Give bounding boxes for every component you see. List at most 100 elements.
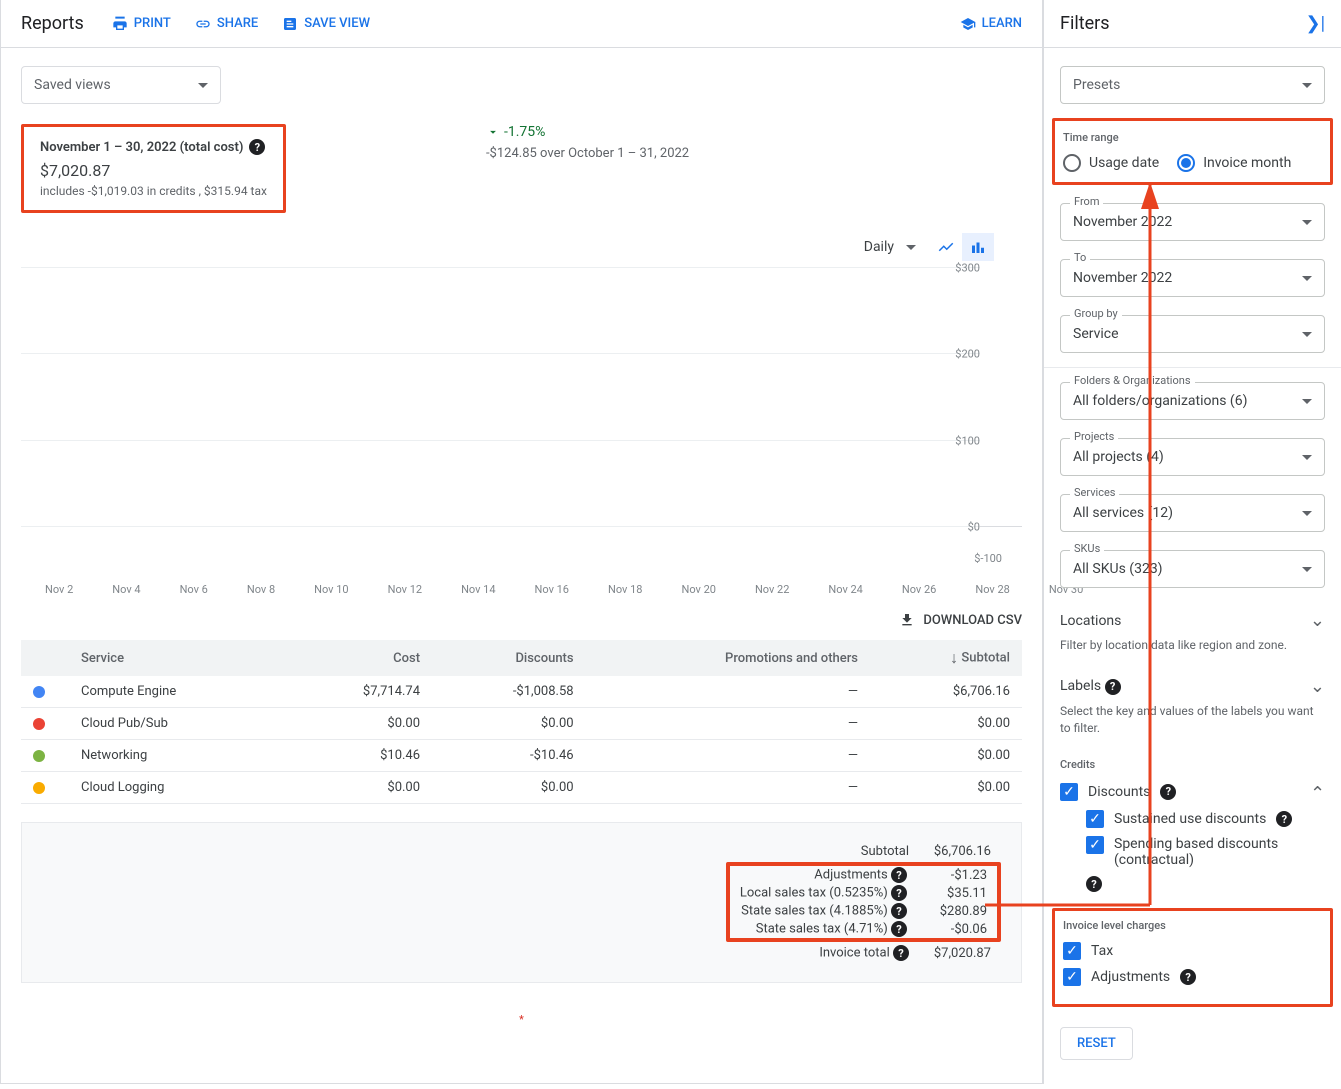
- series-dot: [33, 686, 45, 698]
- caret-down-icon: [1302, 83, 1312, 88]
- help-icon[interactable]: ?: [891, 867, 907, 883]
- granularity-label: Daily: [864, 239, 894, 255]
- invoice-charges-label: Invoice level charges: [1063, 919, 1322, 932]
- chevron-down-icon: ⌄: [1310, 676, 1325, 697]
- from-select[interactable]: November 2022: [1060, 203, 1325, 241]
- credits-label: Credits: [1060, 758, 1325, 771]
- help-icon[interactable]: ?: [1180, 969, 1196, 985]
- adjustments-checkbox[interactable]: ✓ Adjustments ?: [1063, 968, 1322, 986]
- share-button[interactable]: SHARE: [195, 16, 258, 32]
- col-cost[interactable]: Cost: [285, 640, 432, 676]
- granularity-select[interactable]: Daily: [864, 239, 916, 255]
- cell-discounts: $0.00: [432, 772, 586, 804]
- help-icon[interactable]: ?: [891, 921, 907, 937]
- x-axis-tick: Nov 8: [247, 583, 275, 596]
- sustained-use-checkbox[interactable]: ✓ Sustained use discounts ?: [1086, 810, 1325, 828]
- caret-down-icon: [1302, 332, 1312, 337]
- cost-table: Service Cost Discounts Promotions and ot…: [21, 640, 1022, 804]
- line-chart-icon: [937, 238, 955, 256]
- totals-adjustments-label: Adjustments: [814, 868, 888, 883]
- group-by-select[interactable]: Service: [1060, 315, 1325, 353]
- services-select[interactable]: All services (12): [1060, 494, 1325, 532]
- folders-select[interactable]: All folders/organizations (6): [1060, 382, 1325, 420]
- totals-subtotal-label: Subtotal: [726, 843, 919, 860]
- help-icon[interactable]: ?: [893, 945, 909, 961]
- x-axis-tick: Nov 20: [681, 583, 715, 596]
- invoice-month-radio[interactable]: Invoice month: [1177, 154, 1291, 172]
- to-select[interactable]: November 2022: [1060, 259, 1325, 297]
- cell-discounts: $0.00: [432, 708, 586, 740]
- table-row[interactable]: Compute Engine$7,714.74-$1,008.58—$6,706…: [21, 676, 1022, 708]
- save-view-button[interactable]: SAVE VIEW: [282, 16, 370, 32]
- col-service[interactable]: Service: [69, 640, 285, 676]
- learn-icon: [960, 16, 976, 32]
- spending-based-checkbox[interactable]: ✓ Spending based discounts (contractual): [1086, 836, 1325, 868]
- chevron-up-icon[interactable]: ⌄: [1310, 781, 1325, 802]
- services-label: Services: [1070, 486, 1119, 499]
- col-promotions[interactable]: Promotions and others: [586, 640, 870, 676]
- download-csv-button[interactable]: DOWNLOAD CSV: [899, 612, 1022, 628]
- presets-select[interactable]: Presets: [1060, 66, 1325, 104]
- totals-invoice-total-label: Invoice total: [819, 946, 889, 961]
- caret-down-icon: [1302, 511, 1312, 516]
- help-icon[interactable]: ?: [1160, 784, 1176, 800]
- summary-card: November 1 – 30, 2022 (total cost) ? $7,…: [21, 124, 286, 213]
- table-row[interactable]: Cloud Pub/Sub$0.00$0.00—$0.00: [21, 708, 1022, 740]
- delta-detail: -$124.85 over October 1 – 31, 2022: [486, 146, 689, 161]
- x-axis-tick: Nov 26: [902, 583, 936, 596]
- summary-delta: -1.75% -$124.85 over October 1 – 31, 202…: [486, 124, 689, 213]
- x-axis-tick: Nov 12: [388, 583, 422, 596]
- cell-service: Cloud Pub/Sub: [69, 708, 285, 740]
- usage-date-radio[interactable]: Usage date: [1063, 154, 1159, 172]
- series-dot: [33, 782, 45, 794]
- totals-state-tax2-label: State sales tax (4.71%): [756, 922, 888, 937]
- totals-local-tax-label: Local sales tax (0.5235%): [740, 886, 888, 901]
- x-axis-tick: Nov 18: [608, 583, 642, 596]
- summary-detail: includes -$1,019.03 in credits , $315.94…: [40, 184, 267, 198]
- x-axis-tick: Nov 22: [755, 583, 789, 596]
- caret-down-icon: [198, 83, 208, 88]
- bar-chart-button[interactable]: [962, 233, 994, 261]
- cell-cost: $0.00: [285, 708, 432, 740]
- locations-section[interactable]: Locations ⌄: [1060, 610, 1325, 631]
- folders-label: Folders & Organizations: [1070, 374, 1195, 387]
- print-label: PRINT: [134, 16, 171, 31]
- tax-checkbox[interactable]: ✓ Tax: [1063, 942, 1322, 960]
- table-row[interactable]: Networking$10.46-$10.46—$0.00: [21, 740, 1022, 772]
- cell-promo: —: [586, 772, 870, 804]
- reset-button[interactable]: RESET: [1060, 1027, 1133, 1060]
- group-by-label: Group by: [1070, 307, 1122, 320]
- cost-chart: $300$200$100$0 $-100 Nov 2Nov 4Nov 6Nov …: [1, 261, 1042, 612]
- help-icon[interactable]: ?: [1276, 811, 1292, 827]
- from-label: From: [1070, 195, 1103, 208]
- checkbox-checked-icon: ✓: [1060, 783, 1078, 801]
- print-icon: [112, 16, 128, 32]
- saved-views-placeholder: Saved views: [34, 77, 111, 93]
- help-icon[interactable]: ?: [249, 139, 265, 155]
- labels-section[interactable]: Labels ? ⌄: [1060, 676, 1325, 697]
- projects-select[interactable]: All projects (4): [1060, 438, 1325, 476]
- totals-highlight: Adjustments ? -$1.23 Local sales tax (0.5…: [726, 862, 1001, 942]
- help-icon[interactable]: ?: [1105, 679, 1121, 695]
- learn-button[interactable]: LEARN: [960, 16, 1022, 32]
- delta-percent: -1.75%: [486, 124, 689, 140]
- x-axis-tick: Nov 14: [461, 583, 495, 596]
- bar-chart-icon: [969, 238, 987, 256]
- print-button[interactable]: PRINT: [112, 16, 171, 32]
- help-icon[interactable]: ?: [891, 903, 907, 919]
- collapse-panel-button[interactable]: ❯|: [1306, 13, 1325, 34]
- arrow-down-icon: [486, 125, 500, 139]
- totals-adjustments-value: -$1.23: [917, 866, 997, 884]
- help-icon[interactable]: ?: [1086, 876, 1102, 892]
- col-discounts[interactable]: Discounts: [432, 640, 586, 676]
- to-label: To: [1070, 251, 1090, 264]
- col-subtotal[interactable]: ↓ Subtotal: [870, 640, 1022, 676]
- table-row[interactable]: Cloud Logging$0.00$0.00—$0.00: [21, 772, 1022, 804]
- cell-subtotal: $0.00: [870, 708, 1022, 740]
- help-icon[interactable]: ?: [891, 885, 907, 901]
- discounts-checkbox[interactable]: ✓ Discounts ? ⌄: [1060, 781, 1325, 802]
- skus-select[interactable]: All SKUs (323): [1060, 550, 1325, 588]
- saved-views-select[interactable]: Saved views: [21, 66, 221, 104]
- line-chart-button[interactable]: [930, 233, 962, 261]
- cell-cost: $10.46: [285, 740, 432, 772]
